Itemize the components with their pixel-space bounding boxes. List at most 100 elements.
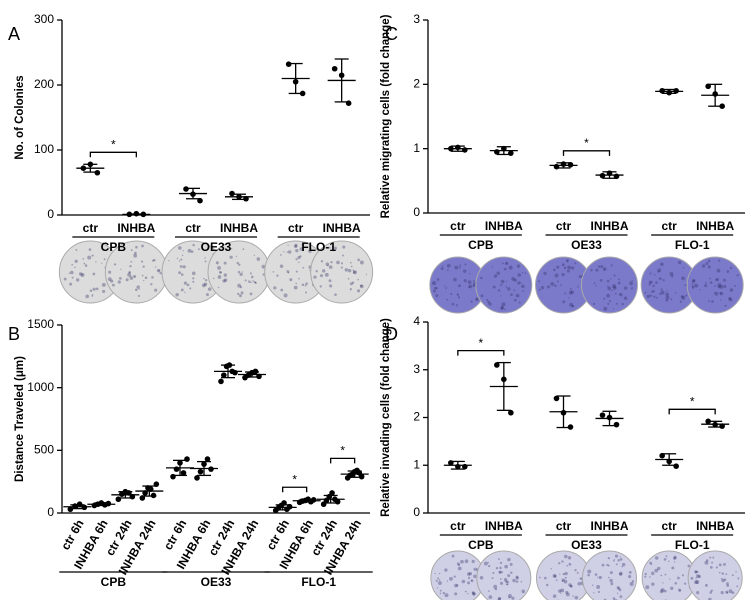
well-speck [592,302,596,306]
well-speck [495,567,499,570]
well-speck [679,300,682,303]
well-speck [82,258,85,260]
y-tick-label: 100 [34,142,54,156]
well-speck [305,291,308,294]
well-speck [561,578,565,582]
well-speck [578,275,582,279]
well-speck [508,265,513,270]
well-speck [255,281,257,284]
well-speck [120,268,122,270]
well-speck [550,568,552,570]
well-speck [491,577,494,580]
well-speck [349,288,353,291]
well-speck [134,288,138,292]
well-speck [692,279,696,283]
well-speck [215,261,219,265]
well-speck [432,281,437,285]
well-speck [503,578,508,582]
well-speck [468,284,473,289]
x-tick-label: ctr [556,219,572,233]
well-speck [538,280,541,283]
well-speck [719,292,722,295]
well-speck [619,571,623,576]
well-speck [349,282,353,286]
well-speck [286,270,290,273]
well-speck [71,263,74,266]
well-speck [704,560,709,565]
well-speck [204,257,206,259]
well-speck [70,270,74,275]
well-speck [180,288,184,292]
well-speck [499,581,504,585]
well-speck [720,591,724,595]
well-speck [436,278,440,281]
well-speck [564,292,567,295]
well-speck [219,271,222,274]
well-speck [89,289,93,292]
well-speck [144,276,148,280]
well-speck [662,279,665,282]
well-speck [92,272,96,276]
well-speck [623,286,628,290]
well-speck [242,248,245,250]
well-speck [504,564,509,569]
well-speck [607,557,610,560]
well-speck [239,286,243,289]
well-speck [576,571,579,574]
well-speck [235,255,238,257]
well-speck [133,275,137,278]
y-tick-label: 1 [413,141,420,155]
well-speck [201,283,206,288]
well-speck [705,262,709,266]
x-tick-label: ctr [450,219,466,233]
well-speck [654,274,656,276]
well-speck [590,268,593,272]
well-speck [327,264,329,267]
well-speck [95,261,97,263]
well-speck [649,294,652,297]
data-point [232,369,238,376]
well-speck [515,576,519,580]
well-speck [695,580,700,585]
well-speck [725,573,728,576]
well-speck [248,280,251,283]
well-speck [102,248,104,251]
well-speck [464,263,467,266]
well-speck [694,580,699,585]
well-speck [671,275,674,278]
well-speck [553,268,556,272]
well-speck [712,556,715,559]
well-image [582,550,637,600]
well-speck [734,284,736,287]
well-speck [360,284,363,287]
well-speck [540,285,545,290]
well-speck [563,266,567,270]
well-speck [649,561,652,565]
well-speck [229,255,233,259]
well-speck [587,573,590,577]
data-point [329,490,335,496]
well-speck [569,287,572,290]
well-speck [715,278,718,281]
well-speck [181,254,184,257]
well-speck [728,589,733,594]
y-tick-label: 2 [413,410,420,424]
well-speck [538,288,541,291]
well-speck [359,284,364,289]
well-speck [507,574,511,578]
well-speck [569,584,572,588]
x-tick-label: ctr [288,221,304,235]
well-speck [599,279,603,282]
well-speck [654,568,659,573]
well-speck [140,260,144,263]
well-speck [736,585,739,588]
well-speck [711,300,714,303]
well-speck [119,277,122,280]
well-speck [559,573,561,575]
well-speck [677,576,680,580]
well-speck [587,569,592,574]
well-speck [631,287,634,290]
well-speck [690,576,694,580]
well-speck [203,277,205,280]
y-axis-label: Distance Traveled (μm) [14,356,26,482]
